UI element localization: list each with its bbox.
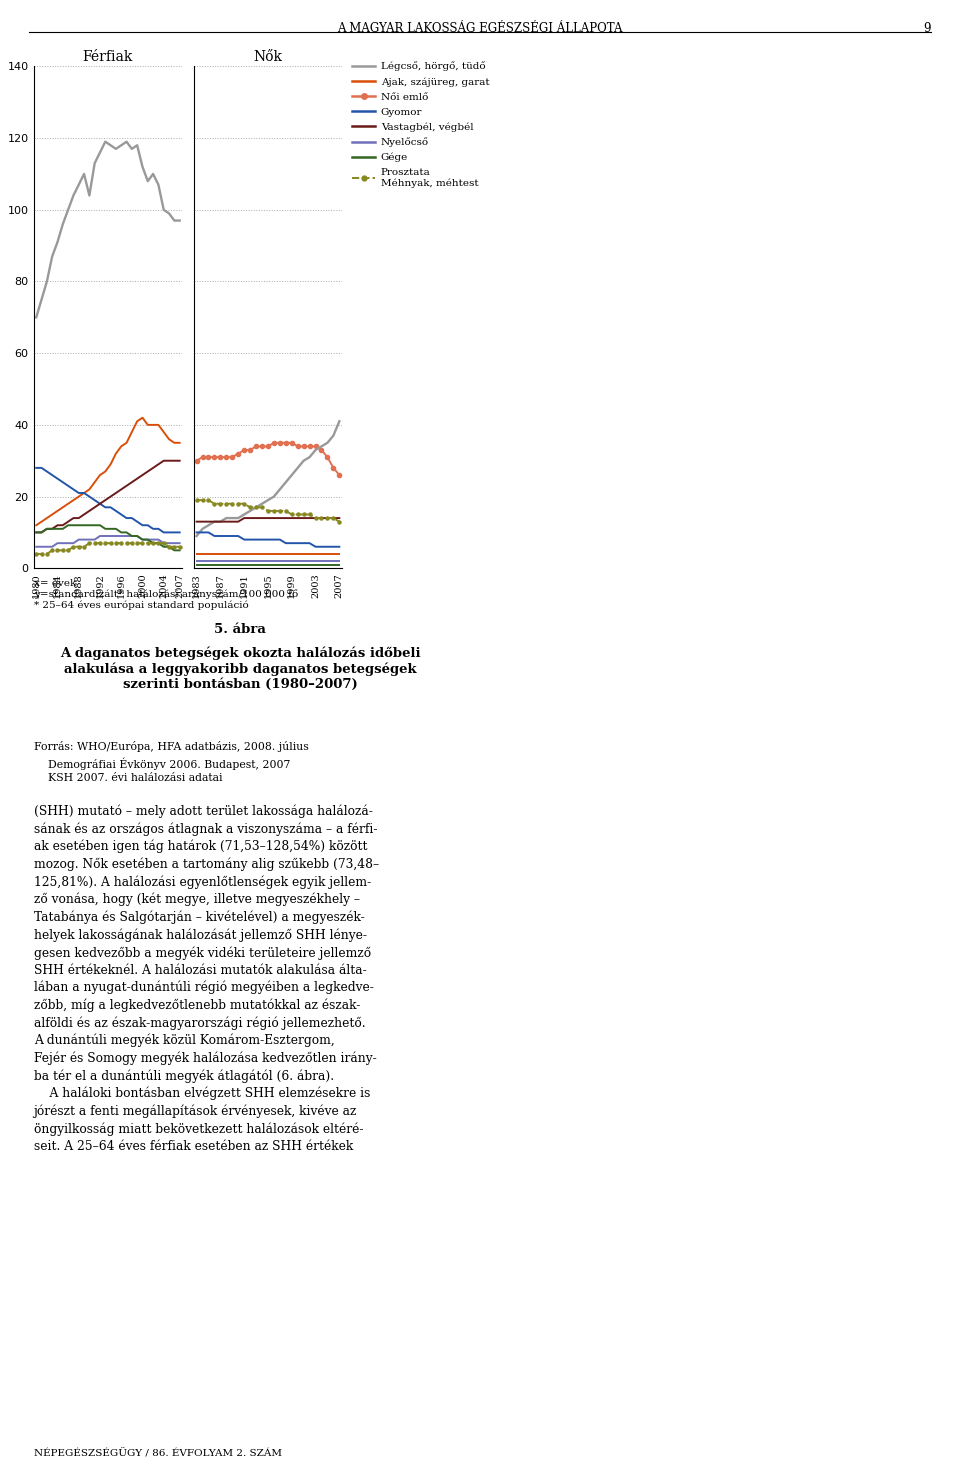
Text: x= évek
y=standardizált* halálozási arányszám/100 000 fő
* 25–64 éves európai st: x= évek y=standardizált* halálozási arán… xyxy=(34,579,298,610)
Text: KSH 2007. évi halálozási adatai: KSH 2007. évi halálozási adatai xyxy=(34,773,222,784)
Text: Forrás: WHO/Európa, HFA adatbázis, 2008. július: Forrás: WHO/Európa, HFA adatbázis, 2008.… xyxy=(34,741,308,751)
Text: NÉPEGÉSZSÉGÜGY / 86. ÉVFOLYAM 2. SZÁM: NÉPEGÉSZSÉGÜGY / 86. ÉVFOLYAM 2. SZÁM xyxy=(34,1449,281,1458)
Text: Demográfiai Évkönyv 2006. Budapest, 2007: Demográfiai Évkönyv 2006. Budapest, 2007 xyxy=(34,757,290,769)
Title: Nők: Nők xyxy=(253,50,282,63)
Text: 5. ábra: 5. ábra xyxy=(214,623,266,636)
Text: (SHH) mutató – mely adott terület lakossága halálozá-
sának és az országos átlag: (SHH) mutató – mely adott terület lakoss… xyxy=(34,804,379,1153)
Text: A daganatos betegségek okozta halálozás időbeli
alakulása a leggyakoribb daganat: A daganatos betegségek okozta halálozás … xyxy=(60,646,420,691)
Legend: Légcső, hörgő, tüdő, Ajak, szájüreg, garat, Női emlő, Gyomor, Vastagbél, végbél,: Légcső, hörgő, tüdő, Ajak, szájüreg, gar… xyxy=(352,62,490,189)
Text: 9: 9 xyxy=(924,22,931,35)
Title: Férfiak: Férfiak xyxy=(83,50,133,63)
Text: A MAGYAR LAKOSSÁG EGÉSZSÉGI ÁLLAPOTA: A MAGYAR LAKOSSÁG EGÉSZSÉGI ÁLLAPOTA xyxy=(337,22,623,35)
